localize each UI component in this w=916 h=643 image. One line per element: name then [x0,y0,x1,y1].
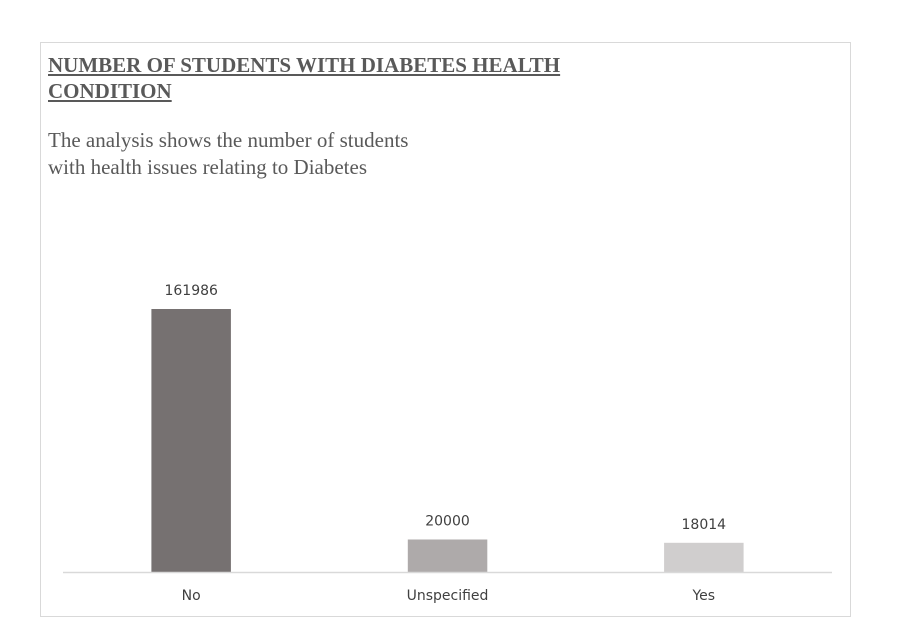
chart-frame: NUMBER OF STUDENTS WITH DIABETES HEALTH … [40,42,851,617]
bar-plot: 161986 No 20000 Unspecified 18014 Yes [63,283,832,604]
x-tick-label-unspecified: Unspecified [407,588,489,604]
bars-layer [151,309,744,572]
chart-subtitle: The analysis shows the number of student… [48,128,409,179]
bar-no [151,309,231,572]
chart-title: NUMBER OF STUDENTS WITH DIABETES HEALTH … [48,53,561,103]
data-label-unspecified: 20000 [425,514,470,530]
x-tick-label-yes: Yes [691,588,715,604]
data-label-no: 161986 [164,283,218,299]
labels-layer: 161986 No 20000 Unspecified 18014 Yes [164,283,726,604]
data-label-yes: 18014 [682,517,727,533]
bar-yes [664,542,744,572]
x-tick-label-no: No [182,588,201,604]
bar-unspecified [407,539,488,572]
